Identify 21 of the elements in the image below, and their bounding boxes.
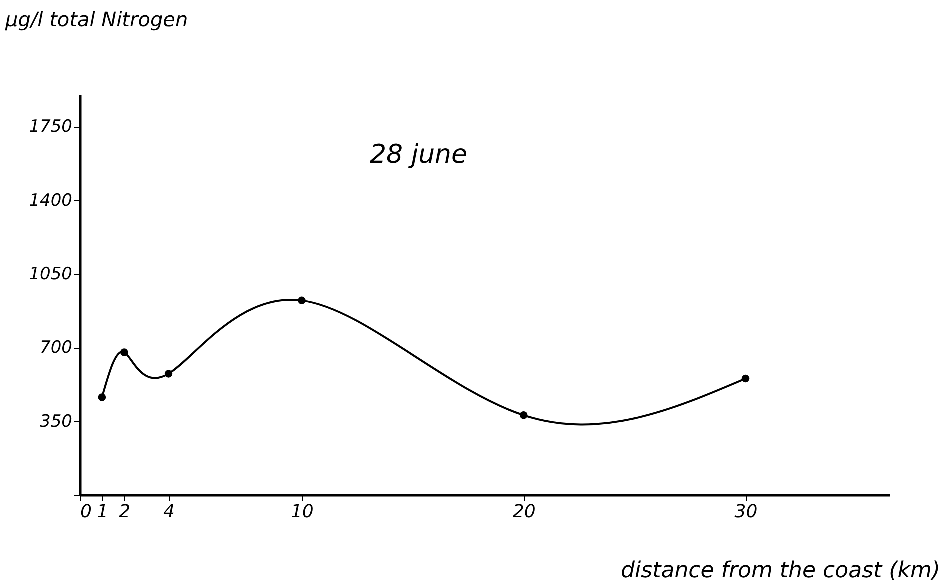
y-tick-label: 700: [40, 338, 72, 358]
point: [98, 394, 106, 402]
x-tick-label: 0: [80, 502, 92, 522]
x-tick-label: 20: [512, 502, 536, 522]
y-tick-label: 1400: [29, 190, 72, 211]
x-tick-label: 10: [290, 502, 314, 522]
point: [164, 370, 173, 378]
x-tick-label: 2: [119, 502, 131, 522]
x-tick-label: 1: [96, 502, 108, 522]
y-tick-label: 350: [40, 412, 72, 432]
x-tick-label: 30: [734, 502, 758, 522]
y-tick-label: 1050: [29, 264, 72, 284]
x-tick-label: 4: [164, 502, 175, 522]
point: [298, 296, 306, 305]
text: 28 june: [370, 140, 468, 170]
point: [742, 374, 750, 383]
point: [520, 412, 528, 420]
y-axis-title: µg/l total Nitrogen: [4, 8, 188, 32]
x-axis-title: distance from the coast (km): [621, 558, 940, 584]
y-tick-label: 1750: [29, 117, 72, 138]
point: [120, 348, 128, 356]
